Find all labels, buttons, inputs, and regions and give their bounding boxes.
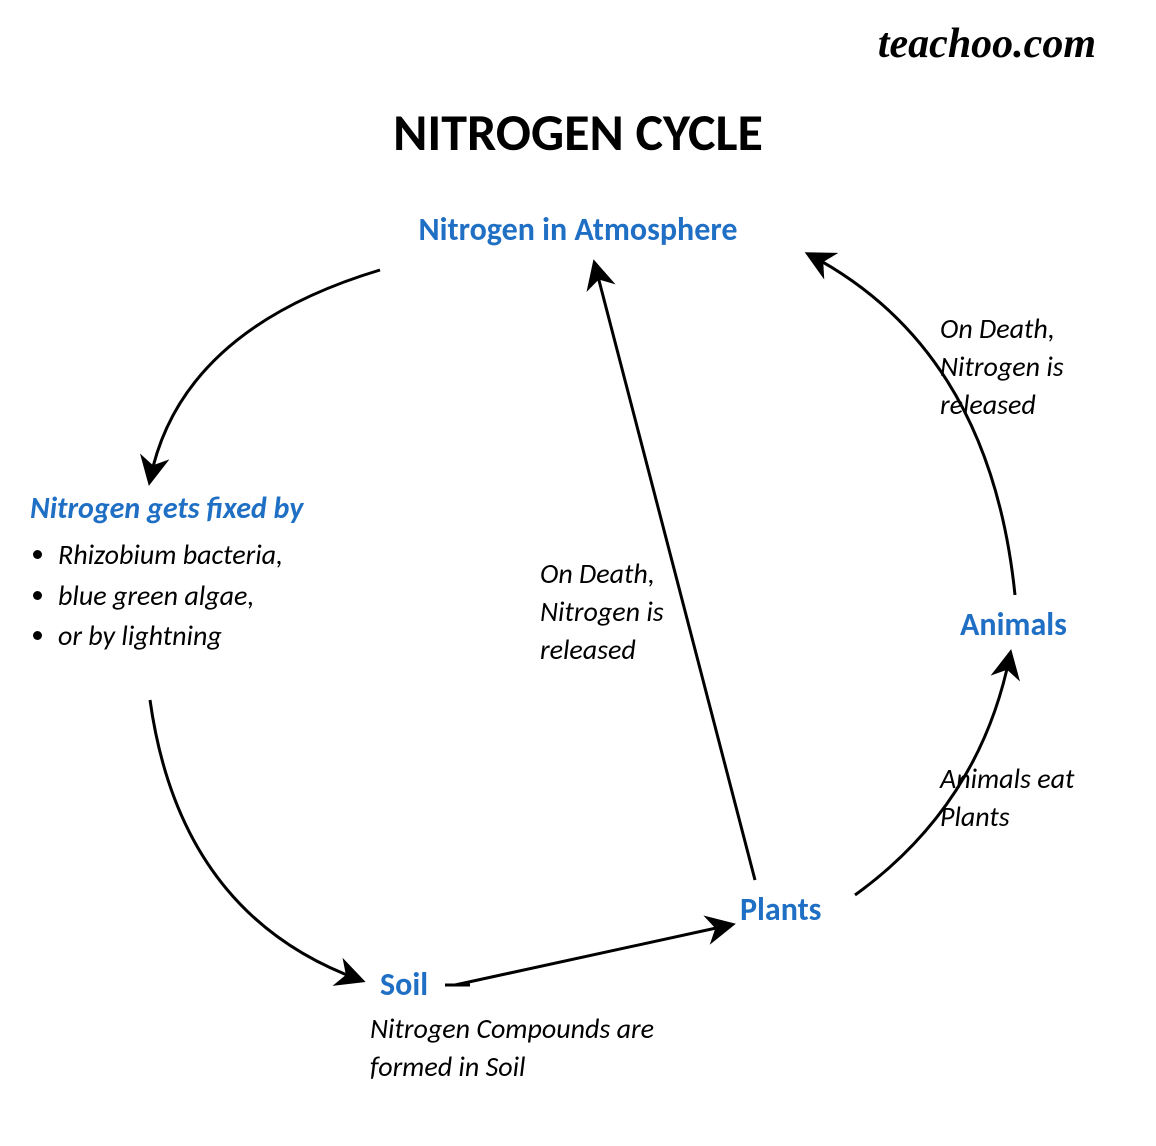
- node-animals: Animals: [960, 605, 1067, 644]
- bullet-item: blue green algae,: [58, 576, 360, 617]
- node-fixation-label: Nitrogen gets fixed by: [30, 490, 303, 527]
- caption-soil: Nitrogen Compounds are formed in Soil: [370, 1010, 690, 1086]
- node-fixation-bullets: Rhizobium bacteria, blue green algae, or…: [30, 535, 360, 657]
- caption-animals-eat: Animals eat Plants: [940, 760, 1140, 836]
- node-plants: Plants: [740, 890, 821, 929]
- caption-animals-death: On Death, Nitrogen is released: [940, 310, 1140, 423]
- bullet-item: or by lightning: [58, 616, 360, 657]
- watermark: teachoo.com: [878, 20, 1096, 68]
- node-fixation: Nitrogen gets fixed by Rhizobium bacteri…: [30, 490, 360, 657]
- node-atmosphere: Nitrogen in Atmosphere: [0, 210, 1156, 249]
- diagram-title: NITROGEN CYCLE: [0, 100, 1156, 164]
- caption-plants-death: On Death, Nitrogen is released: [540, 555, 740, 668]
- bullet-item: Rhizobium bacteria,: [58, 535, 360, 576]
- node-soil: Soil: [380, 965, 428, 1004]
